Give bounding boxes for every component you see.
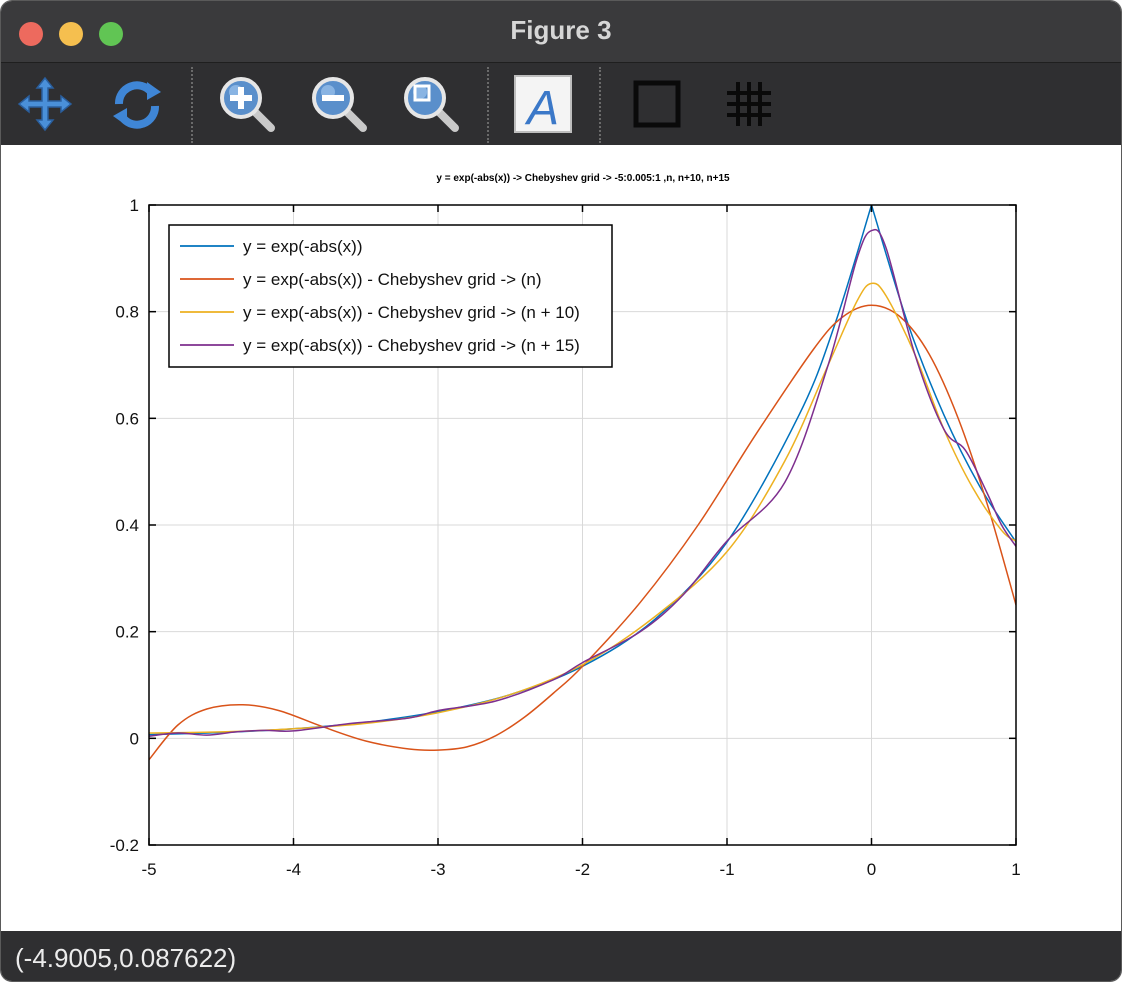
pan-button[interactable] — [13, 71, 77, 137]
y-tick-label: 0 — [130, 729, 139, 748]
toggle-grid-button[interactable] — [717, 71, 781, 137]
toolbar-separator — [599, 67, 601, 143]
series-lines — [149, 205, 1016, 761]
toolbar-separator — [191, 67, 193, 143]
cursor-coordinates: (-4.9005,0.087622) — [15, 943, 237, 973]
status-bar: (-4.9005,0.087622) — [1, 931, 1121, 981]
legend-box — [168, 224, 613, 368]
plot-area[interactable]: y = exp(-abs(x)) -> Chebyshev grid -> -5… — [1, 145, 1121, 931]
minimize-window-button[interactable] — [59, 22, 83, 46]
series-line-4 — [149, 228, 1016, 737]
pan-icon — [17, 76, 73, 132]
axes: -5 -4 -3 -2 -1 0 1 -0.2 0 0.2 0.4 0.6 0.8 1 — [110, 196, 1021, 879]
y-tick-label: 0.2 — [115, 623, 139, 642]
y-tick-label: 1 — [130, 196, 139, 215]
close-window-button[interactable] — [19, 22, 43, 46]
x-tick-label: -5 — [141, 860, 156, 879]
zoom-out-button[interactable] — [307, 71, 371, 137]
legend-entry: y = exp(-abs(x)) - Chebyshev grid -> (n) — [243, 270, 542, 289]
window-title: Figure 3 — [510, 15, 612, 45]
zoom-out-icon — [312, 77, 367, 132]
zoom-reset-button[interactable] — [399, 71, 463, 137]
x-tick-label: -3 — [430, 860, 445, 879]
svg-text:A: A — [524, 82, 559, 134]
legend[interactable]: y = exp(-abs(x)) y = exp(-abs(x)) - Cheby… — [168, 224, 613, 368]
series-line-2 — [149, 304, 1016, 761]
insert-text-button[interactable]: A — [511, 71, 575, 137]
grid-icon — [727, 82, 771, 126]
toolbar-separator — [487, 67, 489, 143]
y-tick-label: 0.6 — [115, 409, 139, 428]
y-tick-label: 0.8 — [115, 303, 139, 322]
x-tick-label: 0 — [867, 860, 876, 879]
maximize-window-button[interactable] — [99, 22, 123, 46]
legend-entry: y = exp(-abs(x)) — [243, 237, 363, 256]
chart-title: y = exp(-abs(x)) -> Chebyshev grid -> -5… — [436, 173, 730, 184]
title-bar: Figure 3 — [1, 1, 1121, 63]
y-tick-label: 0.4 — [115, 516, 139, 535]
toolbar: A — [1, 63, 1121, 145]
x-tick-label: -2 — [575, 860, 590, 879]
text-icon: A — [514, 75, 572, 134]
legend-entry: y = exp(-abs(x)) - Chebyshev grid -> (n … — [243, 336, 580, 355]
x-tick-label: 1 — [1011, 860, 1020, 879]
zoom-in-icon — [220, 77, 275, 132]
rotate-icon — [113, 81, 161, 129]
legend-entry: y = exp(-abs(x)) - Chebyshev grid -> (n … — [243, 303, 580, 322]
x-tick-label: -4 — [286, 860, 301, 879]
zoom-in-button[interactable] — [215, 71, 279, 137]
x-tick-label: -1 — [719, 860, 734, 879]
box-icon — [633, 80, 681, 128]
line-chart[interactable]: y = exp(-abs(x)) -> Chebyshev grid -> -5… — [1, 145, 1121, 931]
zoom-reset-icon — [404, 77, 459, 132]
y-tick-label: -0.2 — [110, 836, 139, 855]
rotate-button[interactable] — [105, 71, 169, 137]
toggle-box-button[interactable] — [625, 71, 689, 137]
